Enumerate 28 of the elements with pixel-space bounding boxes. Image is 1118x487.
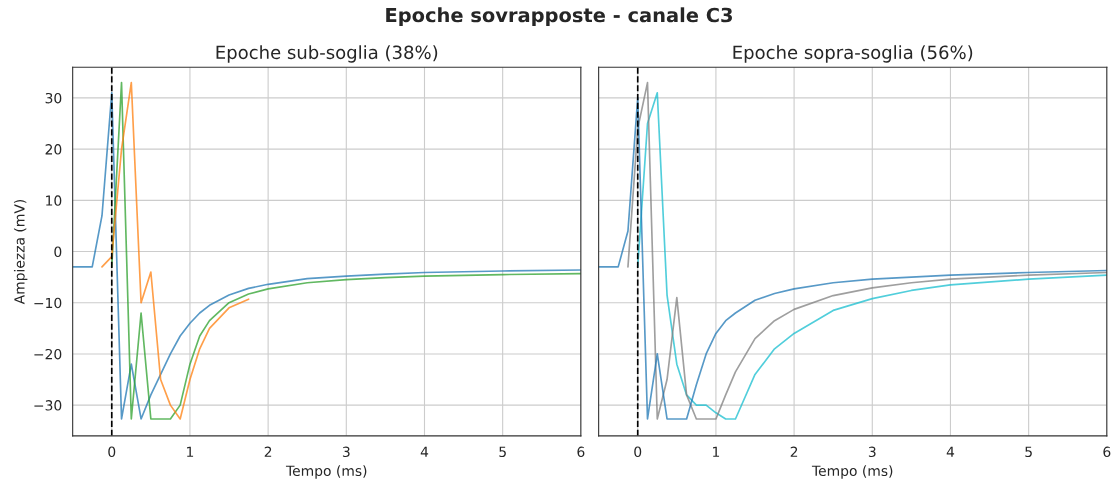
x-tick-label: 1 [713, 446, 720, 457]
x-tick-label: 6 [1103, 446, 1111, 458]
y-tick-label: 20 [45, 144, 62, 155]
chart-title: Epoche sopra-soglia (56%) [733, 45, 973, 63]
line-series [101, 81, 250, 420]
text: Epoche sovrapposte - canale C3 [386, 7, 732, 27]
x-tick-label: 3 [342, 446, 350, 458]
y-tick-label: −20 [34, 348, 62, 360]
x-tick-label: 6 [577, 446, 585, 458]
y-tick-label: 30 [45, 92, 62, 104]
y-axis-title: Ampiezza (mV) [13, 199, 28, 305]
x-axis-title: Tempo (ms) [285, 465, 367, 479]
y-tick-label: −30 [34, 400, 62, 411]
y-tick-label: −10 [34, 297, 62, 309]
x-tick-label: 0 [108, 446, 116, 458]
x-axis-title: Tempo (ms) [811, 465, 893, 479]
x-tick-label: 5 [499, 446, 506, 458]
chart-title: Epoche sub-soglia (38%) [216, 45, 438, 63]
x-tick-label: 0 [634, 446, 642, 458]
y-tick-label: 0 [54, 246, 62, 258]
x-tick-label: 4 [946, 446, 955, 457]
x-tick-label: 2 [264, 446, 272, 457]
x-tick-label: 3 [868, 446, 876, 458]
x-tick-label: 5 [1025, 446, 1032, 458]
x-tick-label: 4 [420, 446, 429, 457]
y-tick-label: 10 [46, 195, 62, 206]
x-tick-label: 2 [790, 446, 798, 457]
x-tick-label: 1 [187, 446, 194, 457]
